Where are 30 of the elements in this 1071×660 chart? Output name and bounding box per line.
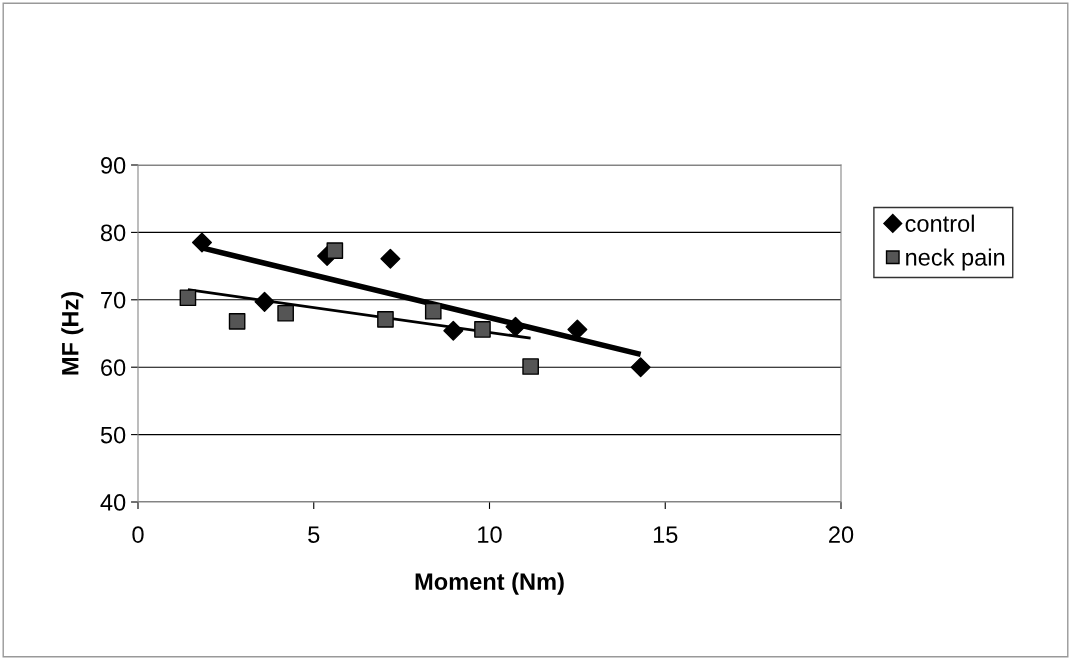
point: [443, 320, 464, 341]
y-axis-title: MF (Hz): [61, 292, 84, 375]
point: [380, 248, 401, 269]
point: [424, 302, 442, 320]
y-tick-label: 50: [100, 426, 126, 444]
y-tick-label: 40: [100, 494, 126, 511]
y-tick-label: 90: [101, 157, 126, 174]
point: [191, 232, 212, 253]
x-tick-label: 15: [653, 526, 678, 543]
point: [228, 313, 246, 330]
y-tick-label: 70: [101, 291, 126, 309]
point: [630, 357, 651, 378]
x-axis-title: Moment (Nm): [415, 572, 564, 595]
x-tick-label: 20: [829, 526, 854, 543]
point: [567, 319, 588, 340]
point: [326, 242, 344, 259]
point: [277, 304, 294, 322]
point: [522, 358, 539, 375]
x-tick-label: 10: [478, 526, 502, 543]
x-tick-label: 5: [308, 526, 320, 543]
point: [474, 321, 491, 338]
y-tick-label: 80: [100, 224, 126, 242]
legend-label: neck pain: [906, 248, 1005, 271]
point: [377, 311, 394, 328]
x-tick-label: 0: [132, 526, 144, 543]
legend-label: control: [905, 214, 974, 232]
point: [254, 291, 275, 312]
point: [179, 289, 197, 307]
y-tick-label: 60: [101, 359, 126, 376]
point: [505, 316, 526, 337]
